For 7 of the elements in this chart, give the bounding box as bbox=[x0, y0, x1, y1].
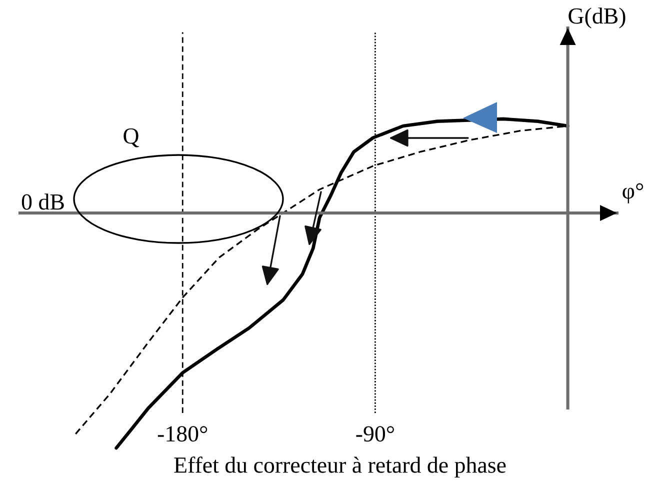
x-axis-title: φ° bbox=[622, 183, 644, 204]
annotation: 0 dB bbox=[22, 194, 64, 210]
annotation: Q bbox=[124, 128, 139, 148]
text: Effet du correcteur à retard de phase bbox=[174, 456, 506, 478]
x-tick-label: -180° bbox=[158, 426, 208, 442]
y-axis-title: G(dB) bbox=[568, 8, 626, 28]
x-tick-label: -90° bbox=[356, 426, 394, 442]
